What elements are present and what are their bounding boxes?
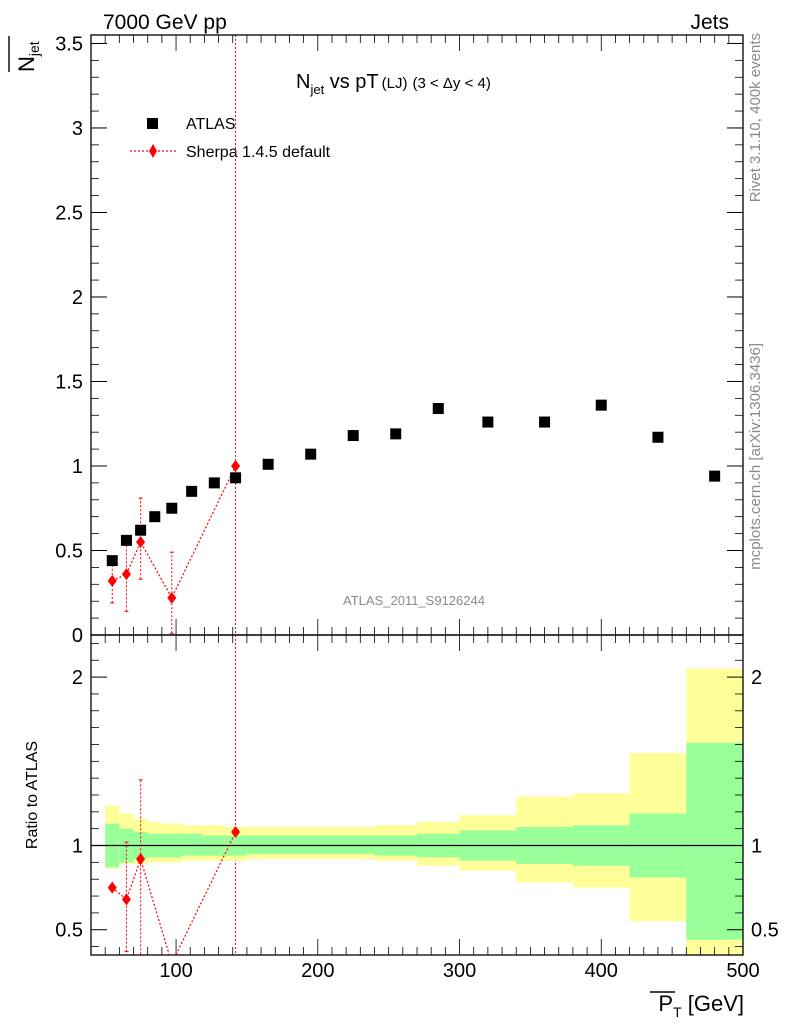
main-plot: 0 0.5 1 1.5 2 2.5 3 3.5: [55, 33, 744, 955]
atlas-point: [208, 477, 220, 489]
mc-point: [121, 568, 131, 581]
legend: ATLAS Sherpa 1.4.5 default: [130, 116, 331, 161]
x-axis-label: PT [GeV]: [650, 991, 744, 1020]
atlas-point: [149, 511, 161, 523]
atlas-point: [347, 430, 359, 442]
legend-data-marker: [147, 118, 158, 129]
atlas-point: [482, 416, 494, 428]
svg-text:PT [GeV]: PT [GeV]: [658, 991, 744, 1020]
ratio-mc-point: [107, 881, 117, 894]
inner-band: [181, 833, 202, 856]
source-label: mcplots.cern.ch [arXiv:1306.3436]: [747, 343, 764, 570]
atlas-point: [262, 458, 274, 470]
atlas-point: [595, 399, 607, 411]
legend-data-label: ATLAS: [186, 116, 236, 133]
energy-label: 7000 GeV pp: [103, 11, 227, 34]
category-label: Jets: [690, 11, 729, 34]
x-tick-label: 200: [301, 960, 334, 982]
y-axis-label: Njet: [8, 36, 42, 72]
svg-text:Njet: Njet: [14, 41, 42, 72]
mc-point: [167, 591, 177, 604]
rivet-label: Rivet 3.1.10, 400k events: [747, 33, 764, 202]
legend-mc-marker: [149, 144, 157, 158]
inner-band: [686, 742, 743, 940]
inner-band: [246, 835, 290, 854]
atlas-point: [106, 555, 118, 567]
x-tick-label: 400: [585, 960, 618, 982]
x-tick-label: 100: [159, 960, 192, 982]
ratio-y-axis-label: Ratio to ATLAS: [24, 741, 41, 849]
atlas-point: [432, 403, 444, 415]
atlas-point: [135, 524, 147, 536]
y-tick-label: 3: [72, 118, 83, 140]
atlas-point: [166, 502, 178, 514]
atlas-point: [390, 428, 402, 440]
ratio-y-tick-label-right: 1: [751, 836, 762, 858]
ratio-y-tick-label: 1: [72, 836, 83, 858]
inner-band: [289, 835, 332, 854]
ratio-mc-point: [121, 893, 131, 906]
ratio-mc-point: [231, 826, 241, 839]
ratio-mc-group: [107, 779, 241, 955]
mc-point: [231, 459, 241, 472]
atlas-point: [709, 470, 721, 482]
y-tick-label: 0.5: [55, 540, 83, 562]
y-tick-label: 3.5: [55, 33, 83, 55]
legend-mc-label: Sherpa 1.4.5 default: [186, 144, 331, 161]
atlas-point: [186, 485, 198, 497]
y-tick-label: 0: [72, 625, 83, 647]
mc-point: [107, 574, 117, 587]
x-tick-label: 300: [443, 960, 476, 982]
ratio-mc-point: [136, 853, 146, 865]
inner-band: [331, 835, 375, 854]
ratio-plot: 0.5 0.5 1 1 2 2 100 200 300 400 500: [55, 634, 779, 982]
atlas-point: [120, 534, 132, 546]
ratio-y-tick-label: 0.5: [55, 920, 83, 942]
ratio-y-tick-label: 2: [72, 667, 83, 689]
y-tick-label: 1: [72, 456, 83, 478]
mc-point: [136, 536, 146, 549]
atlas-point: [652, 431, 664, 443]
y-tick-label: 2: [72, 287, 83, 309]
y-tick-label: 1.5: [55, 371, 83, 393]
analysis-id: ATLAS_2011_S9126244: [343, 593, 485, 608]
atlas-point: [230, 472, 242, 484]
ratio-y-tick-label-right: 0.5: [751, 920, 779, 942]
ratio-y-tick-label-right: 2: [751, 667, 762, 689]
atlas-point: [539, 416, 551, 428]
atlas-point: [305, 448, 317, 460]
x-tick-label: 500: [726, 960, 759, 982]
y-tick-label: 2.5: [55, 202, 83, 224]
chart-title: Njet vs pT (LJ) (3 < Δy < 4): [296, 71, 491, 97]
